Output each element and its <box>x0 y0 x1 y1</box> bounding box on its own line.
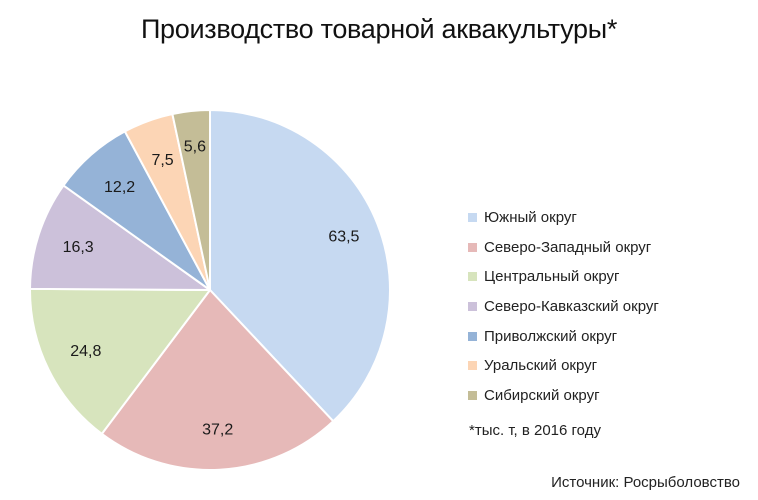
data-label-7: 5,6 <box>184 138 206 155</box>
legend-label: Северо-Кавказский округ <box>484 298 659 316</box>
pie-data-labels: 63,5 37,2 24,8 16,3 12,2 7,5 5,6 <box>63 138 360 438</box>
legend-item: Приволжский округ <box>468 321 659 351</box>
legend-item: Центральный округ <box>468 262 659 292</box>
chart-title: Производство товарной аквакультуры* <box>140 14 618 44</box>
legend-item: Уральский округ <box>468 351 659 381</box>
legend-swatch <box>468 242 477 252</box>
data-label-5: 12,2 <box>104 179 135 196</box>
legend-swatch <box>468 331 477 341</box>
legend-swatch <box>468 390 477 400</box>
legend-label: Приволжский округ <box>484 327 618 345</box>
legend-swatch <box>468 361 477 371</box>
footnote: *тыс. т, в 2016 году <box>469 422 601 439</box>
data-label-2: 37,2 <box>202 422 233 439</box>
pie-slice-7 <box>171 109 211 291</box>
legend-item: Сибирский округ <box>468 381 659 411</box>
legend-label: Сибирский округ <box>484 386 600 404</box>
data-label-4: 16,3 <box>63 239 94 256</box>
legend: Южный округ Северо-Западный округ Централь… <box>468 203 659 410</box>
data-label-6: 7,5 <box>151 152 173 169</box>
legend-item: Южный округ <box>468 203 659 233</box>
legend-swatch <box>468 272 477 282</box>
legend-item: Северо-Западный округ <box>468 233 659 263</box>
pie-slice-1 <box>209 109 391 423</box>
legend-label: Уральский округ <box>484 357 598 375</box>
legend-swatch <box>468 302 477 312</box>
pie-slice-4 <box>29 184 211 291</box>
data-label-3: 24,8 <box>70 343 101 360</box>
pie-slice-2 <box>100 289 335 471</box>
pie-slices <box>28 109 391 471</box>
legend-label: Центральный округ <box>484 268 620 286</box>
legend-item: Северо-Кавказский округ <box>468 292 659 322</box>
data-label-1: 63,5 <box>328 229 359 246</box>
source-note: Источник: Росрыболовство <box>551 474 740 491</box>
pie-slice-3 <box>28 287 211 435</box>
legend-label: Северо-Западный округ <box>484 238 652 256</box>
legend-label: Южный округ <box>484 209 577 227</box>
legend-swatch <box>468 213 477 223</box>
